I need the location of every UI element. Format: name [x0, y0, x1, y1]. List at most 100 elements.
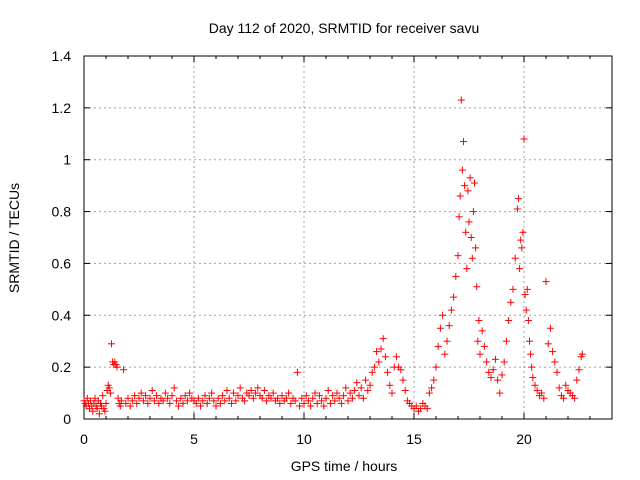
data-point — [476, 350, 484, 358]
data-point — [434, 342, 442, 350]
data-point — [447, 306, 455, 314]
data-point — [359, 394, 367, 402]
data-point — [509, 285, 517, 293]
data-point — [428, 384, 436, 392]
data-point — [412, 402, 420, 410]
y-tick-label: 0.8 — [52, 204, 72, 220]
data-point — [491, 355, 499, 363]
y-axis-label: SRMTID / TECUs — [6, 183, 22, 293]
data-point — [326, 399, 334, 407]
x-tick-label: 10 — [296, 431, 312, 447]
data-point — [166, 399, 174, 407]
data-points — [80, 96, 586, 418]
data-point — [282, 394, 290, 402]
data-point — [531, 381, 539, 389]
data-point — [544, 340, 552, 348]
data-point — [462, 228, 470, 236]
data-point — [357, 384, 365, 392]
data-point — [331, 397, 339, 405]
data-point — [455, 213, 463, 221]
data-point — [241, 397, 249, 405]
data-point — [102, 399, 110, 407]
data-point — [439, 311, 447, 319]
data-point — [128, 397, 136, 405]
data-point — [219, 392, 227, 400]
data-point — [381, 353, 389, 361]
data-point — [183, 397, 191, 405]
data-point — [466, 174, 474, 182]
data-point — [392, 353, 400, 361]
data-point — [379, 335, 387, 343]
data-point — [186, 389, 194, 397]
data-point — [201, 392, 209, 400]
data-point — [230, 389, 238, 397]
data-point — [126, 402, 134, 410]
data-point — [450, 293, 458, 301]
data-point — [93, 405, 101, 413]
data-point — [526, 337, 533, 345]
data-point — [194, 394, 202, 402]
y-tick-label: 1.4 — [52, 48, 72, 64]
data-point — [252, 389, 260, 397]
data-point — [485, 368, 493, 376]
data-point — [555, 384, 563, 392]
data-point — [197, 402, 205, 410]
data-point — [520, 135, 528, 143]
data-point — [159, 397, 167, 405]
data-point — [225, 394, 233, 402]
data-point — [304, 397, 312, 405]
data-point — [467, 234, 475, 241]
data-point — [518, 244, 526, 252]
data-point — [456, 192, 464, 200]
data-point — [489, 366, 497, 374]
data-point — [527, 350, 535, 358]
data-point — [457, 96, 465, 104]
data-point — [260, 386, 268, 394]
data-point — [318, 397, 326, 405]
data-point — [139, 397, 147, 405]
data-point — [212, 402, 220, 410]
data-point — [199, 397, 207, 405]
data-point — [445, 322, 453, 330]
chart-title: Day 112 of 2020, SRMTID for receiver sav… — [209, 20, 480, 36]
data-point — [322, 394, 330, 402]
data-point — [519, 228, 527, 236]
data-point — [95, 410, 103, 418]
data-point — [101, 407, 109, 415]
data-point — [164, 394, 172, 402]
data-point — [105, 384, 113, 392]
data-point — [181, 392, 189, 400]
data-point — [549, 348, 557, 356]
data-point — [516, 265, 524, 273]
x-tick-label: 5 — [190, 431, 198, 447]
data-point — [146, 394, 154, 402]
data-point — [269, 389, 277, 397]
data-point — [122, 399, 130, 407]
data-point — [177, 394, 185, 402]
data-point — [542, 278, 550, 286]
data-point — [170, 384, 178, 392]
data-point — [133, 399, 141, 407]
y-tick-label: 0.2 — [52, 359, 72, 375]
data-point — [313, 399, 321, 407]
data-point — [254, 384, 262, 392]
data-point — [99, 392, 107, 400]
data-point — [553, 368, 561, 376]
data-point — [463, 265, 471, 273]
data-point — [276, 399, 284, 407]
data-point — [401, 386, 409, 394]
data-point — [342, 384, 350, 392]
data-point — [461, 182, 469, 190]
data-point — [522, 306, 530, 314]
data-point — [538, 389, 546, 397]
data-point — [89, 407, 97, 415]
data-point — [478, 327, 486, 335]
data-point — [203, 399, 211, 407]
data-point — [210, 397, 218, 405]
data-point — [117, 397, 125, 405]
data-point — [263, 397, 271, 405]
data-point — [386, 381, 394, 389]
data-point — [236, 384, 244, 392]
y-tick-label: 0.4 — [52, 307, 72, 323]
